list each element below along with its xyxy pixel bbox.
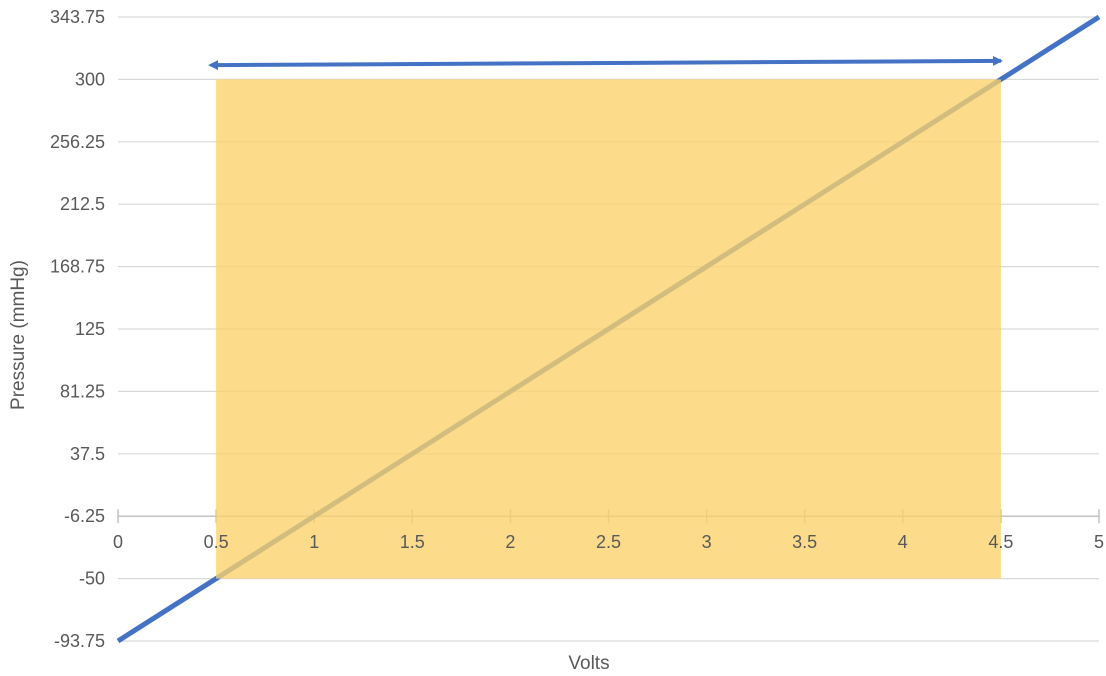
y-tick-label: 212.5 (60, 194, 105, 214)
x-tick-label: 1.5 (400, 532, 425, 552)
x-tick-label: 1 (309, 532, 319, 552)
shaded-region-layer (216, 79, 1001, 579)
y-tick-label: 168.75 (50, 257, 105, 277)
y-axis-title: Pressure (mmHg) (8, 260, 29, 410)
y-tick-label: 37.5 (70, 444, 105, 464)
y-tick-label: -50 (79, 569, 105, 589)
y-tick-label: -6.25 (64, 506, 105, 526)
x-axis-title: Volts (568, 653, 609, 674)
x-tick-label: 2.5 (596, 532, 621, 552)
x-tick-label: 0.5 (204, 532, 229, 552)
shaded-operating-range (216, 79, 1001, 579)
y-tick-label: 81.25 (60, 381, 105, 401)
y-tick-label: 125 (75, 319, 105, 339)
x-tick-labels: 0 0.5 1 1.5 2 2.5 3 3.5 4 4.5 5 (113, 532, 1104, 552)
y-tick-label: -93.75 (54, 631, 105, 651)
x-tick-label: 2 (505, 532, 515, 552)
x-tick-label: 4.5 (988, 532, 1013, 552)
y-tick-label: 300 (75, 69, 105, 89)
x-tick-label: 0 (113, 532, 123, 552)
x-tick-label: 3.5 (792, 532, 817, 552)
x-tick-label: 4 (898, 532, 908, 552)
x-tick-label: 5 (1094, 532, 1104, 552)
y-tick-labels: 343.75 300 256.25 212.5 168.75 125 81.25 37.5 -6… (50, 7, 105, 651)
y-tick-label: 256.25 (50, 132, 105, 152)
annotation-layer (208, 55, 1003, 71)
range-arrow (208, 55, 1003, 71)
x-tick-label: 3 (702, 532, 712, 552)
y-tick-label: 343.75 (50, 7, 105, 27)
